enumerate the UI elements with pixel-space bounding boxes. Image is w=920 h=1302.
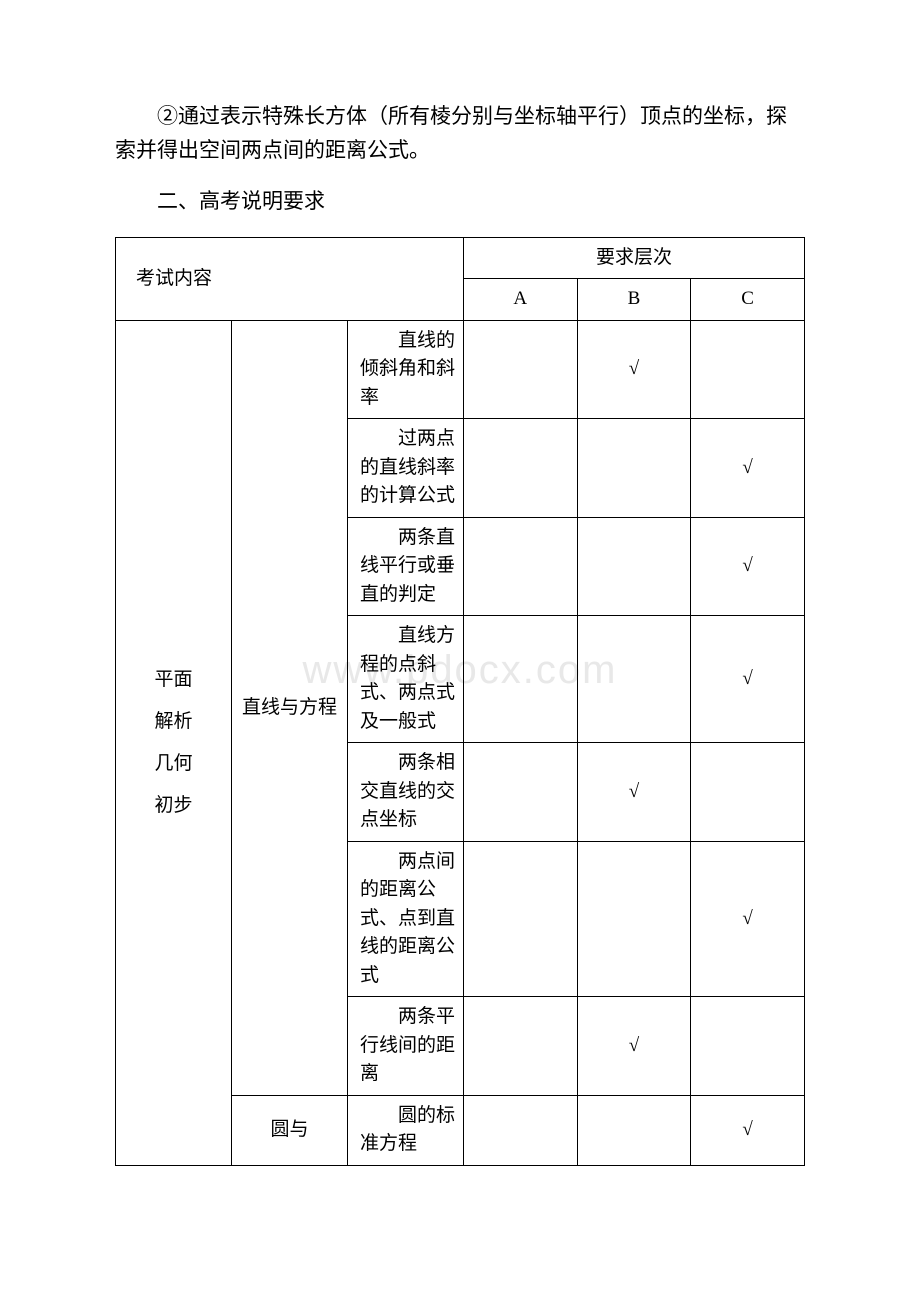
header-level-c: C	[691, 279, 805, 321]
cell-c: √	[691, 616, 805, 743]
paragraph-2: 二、高考说明要求	[115, 185, 805, 219]
item-cell: 两条平行线间的距离	[347, 997, 463, 1096]
topic-cell-2: 圆与	[231, 1095, 347, 1165]
cell-b: √	[577, 743, 691, 842]
requirements-table: 考试内容 要求层次 A B C 平面 解析 几何 初步 直线与方程 直线的倾斜角…	[115, 237, 805, 1166]
item-cell: 过两点的直线斜率的计算公式	[347, 419, 463, 518]
item-cell: 两点间的距离公式、点到直线的距离公式	[347, 841, 463, 997]
cell-a	[463, 743, 577, 842]
cell-b	[577, 1095, 691, 1165]
table-row: 平面 解析 几何 初步 直线与方程 直线的倾斜角和斜率 √	[116, 320, 805, 419]
item-cell: 直线方程的点斜式、两点式及一般式	[347, 616, 463, 743]
cell-a	[463, 517, 577, 616]
category-cell: 平面 解析 几何 初步	[116, 320, 232, 1165]
cell-c	[691, 743, 805, 842]
header-level-a: A	[463, 279, 577, 321]
cell-c: √	[691, 419, 805, 518]
cell-b: √	[577, 997, 691, 1096]
cell-b	[577, 419, 691, 518]
cell-c	[691, 997, 805, 1096]
cell-c	[691, 320, 805, 419]
item-cell: 圆的标准方程	[347, 1095, 463, 1165]
cell-a	[463, 320, 577, 419]
item-cell: 直线的倾斜角和斜率	[347, 320, 463, 419]
cell-a	[463, 616, 577, 743]
topic-cell-1: 直线与方程	[231, 320, 347, 1095]
cell-b: √	[577, 320, 691, 419]
cell-a	[463, 1095, 577, 1165]
table-header-row-1: 考试内容 要求层次	[116, 237, 805, 279]
cell-c: √	[691, 517, 805, 616]
paragraph-1: ②通过表示特殊长方体（所有棱分别与坐标轴平行）顶点的坐标，探索并得出空间两点间的…	[115, 100, 805, 167]
cell-a	[463, 841, 577, 997]
item-cell: 两条相交直线的交点坐标	[347, 743, 463, 842]
cell-a	[463, 419, 577, 518]
cell-b	[577, 517, 691, 616]
cell-c: √	[691, 841, 805, 997]
cell-c: √	[691, 1095, 805, 1165]
header-requirement-level: 要求层次	[463, 237, 804, 279]
cell-a	[463, 997, 577, 1096]
header-exam-content: 考试内容	[116, 237, 464, 320]
header-level-b: B	[577, 279, 691, 321]
item-cell: 两条直线平行或垂直的判定	[347, 517, 463, 616]
page-content: ②通过表示特殊长方体（所有棱分别与坐标轴平行）顶点的坐标，探索并得出空间两点间的…	[115, 100, 805, 1166]
cell-b	[577, 616, 691, 743]
cell-b	[577, 841, 691, 997]
